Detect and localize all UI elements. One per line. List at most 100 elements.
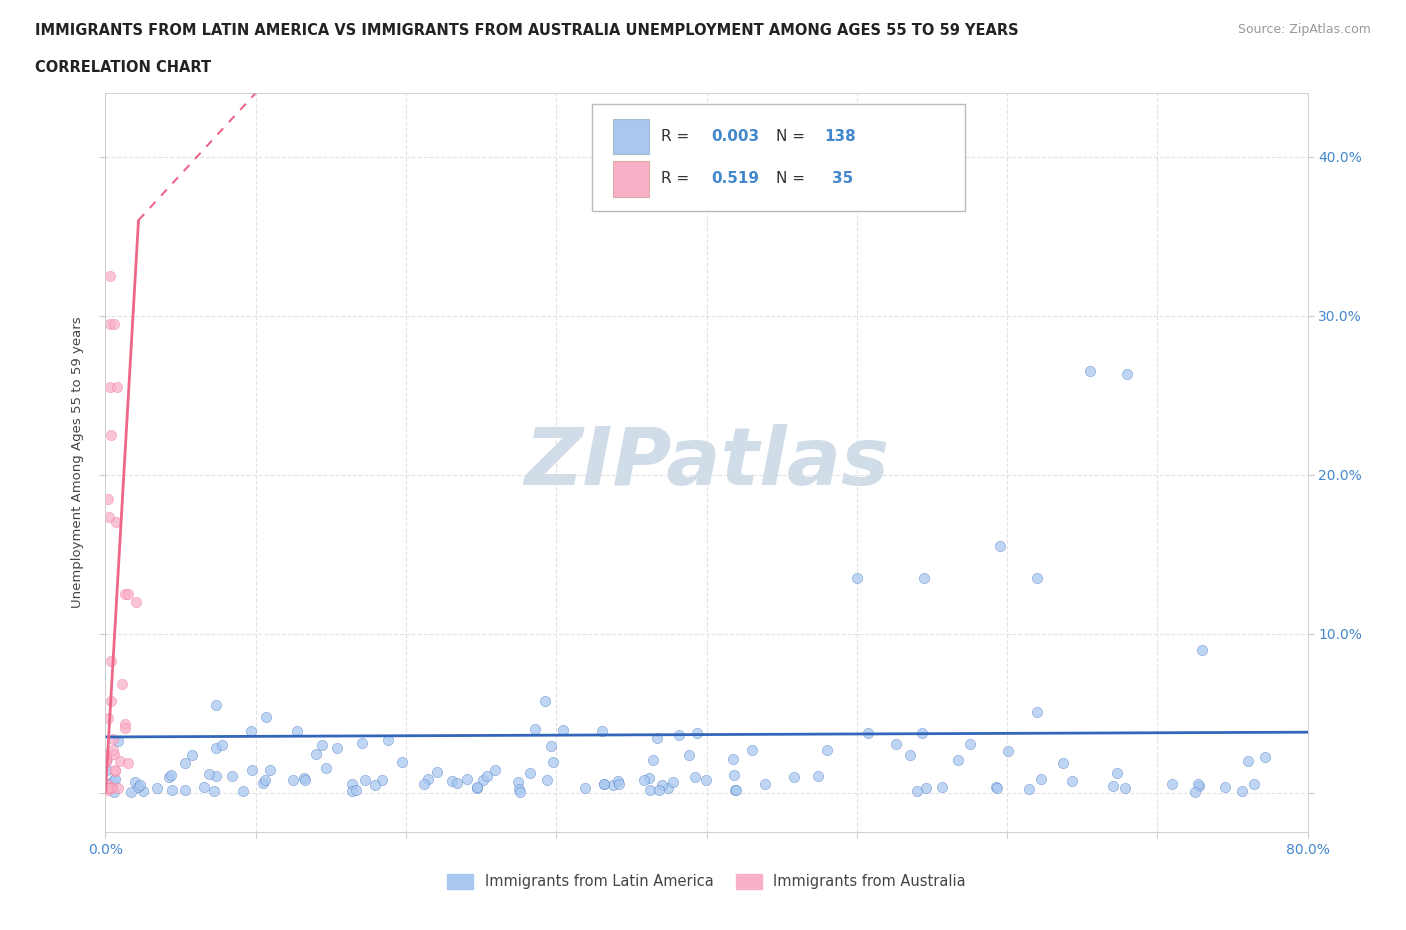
Point	[97, 491, 120, 506]
Point	[807, 769, 830, 784]
Point	[103, 316, 125, 331]
Point	[662, 775, 685, 790]
Point	[484, 763, 506, 777]
FancyBboxPatch shape	[592, 104, 965, 211]
Point	[959, 737, 981, 751]
Point	[103, 763, 125, 777]
Point	[124, 594, 146, 609]
Point	[1101, 778, 1123, 793]
Point	[340, 777, 363, 791]
Point	[100, 694, 122, 709]
Point	[1060, 774, 1083, 789]
Point	[607, 776, 630, 790]
Point	[311, 737, 333, 752]
Point	[1116, 367, 1139, 382]
Point	[157, 769, 180, 784]
Point	[363, 777, 385, 792]
Point	[94, 746, 117, 761]
Point	[685, 769, 707, 784]
Point	[465, 780, 488, 795]
Point	[98, 379, 121, 394]
Point	[997, 743, 1019, 758]
Point	[305, 747, 328, 762]
Point	[205, 740, 228, 755]
Point	[523, 722, 546, 737]
Point	[1254, 750, 1277, 764]
Point	[98, 269, 121, 284]
Point	[1026, 704, 1049, 719]
Point	[685, 725, 707, 740]
Point	[193, 779, 215, 794]
Text: N =: N =	[776, 171, 810, 186]
Point	[100, 780, 122, 795]
Point	[371, 773, 394, 788]
Point	[160, 767, 183, 782]
Y-axis label: Unemployment Among Ages 55 to 59 years: Unemployment Among Ages 55 to 59 years	[70, 317, 84, 608]
Point	[931, 779, 953, 794]
Point	[607, 774, 630, 789]
Point	[1029, 772, 1052, 787]
Point	[283, 773, 305, 788]
Point	[97, 711, 120, 725]
Point	[534, 694, 557, 709]
Point	[553, 723, 575, 737]
Point	[174, 782, 197, 797]
Point	[426, 764, 449, 779]
Text: 0.003: 0.003	[711, 129, 759, 144]
Point	[103, 746, 125, 761]
Point	[254, 710, 277, 724]
Point	[1188, 779, 1211, 794]
Point	[326, 740, 349, 755]
Point	[205, 698, 228, 713]
Point	[905, 783, 928, 798]
Point	[110, 753, 132, 768]
Point	[377, 733, 399, 748]
Point	[783, 770, 806, 785]
Point	[285, 724, 308, 738]
Point	[1236, 754, 1258, 769]
Point	[101, 731, 124, 746]
Point	[986, 779, 1008, 794]
Point	[845, 570, 868, 585]
Point	[519, 765, 541, 780]
Point	[988, 538, 1011, 553]
Point	[104, 764, 127, 778]
Point	[354, 773, 377, 788]
Point	[128, 777, 150, 792]
Point	[413, 777, 436, 791]
Point	[465, 779, 488, 794]
Point	[103, 773, 125, 788]
Point	[145, 780, 167, 795]
Point	[103, 785, 125, 800]
Point	[1191, 642, 1213, 657]
Point	[741, 742, 763, 757]
Text: CORRELATION CHART: CORRELATION CHART	[35, 60, 211, 75]
Point	[294, 771, 316, 786]
Point	[391, 754, 413, 769]
Point	[202, 783, 225, 798]
Point	[315, 761, 337, 776]
Point	[651, 777, 673, 792]
Point	[101, 780, 124, 795]
Point	[638, 770, 661, 785]
Point	[536, 773, 558, 788]
Point	[593, 777, 616, 791]
Point	[96, 777, 118, 791]
Point	[173, 755, 195, 770]
Text: ZIPatlas: ZIPatlas	[524, 424, 889, 501]
Point	[97, 780, 120, 795]
Point	[1161, 777, 1184, 791]
Point	[94, 754, 117, 769]
Point	[1018, 781, 1040, 796]
Point	[911, 725, 934, 740]
Point	[181, 748, 204, 763]
Point	[221, 769, 243, 784]
Point	[657, 780, 679, 795]
Point	[541, 754, 564, 769]
Point	[1105, 765, 1128, 780]
Point	[723, 767, 745, 782]
Point	[591, 724, 613, 738]
Point	[117, 587, 139, 602]
Text: 0.519: 0.519	[711, 171, 759, 186]
Point	[1187, 777, 1209, 791]
